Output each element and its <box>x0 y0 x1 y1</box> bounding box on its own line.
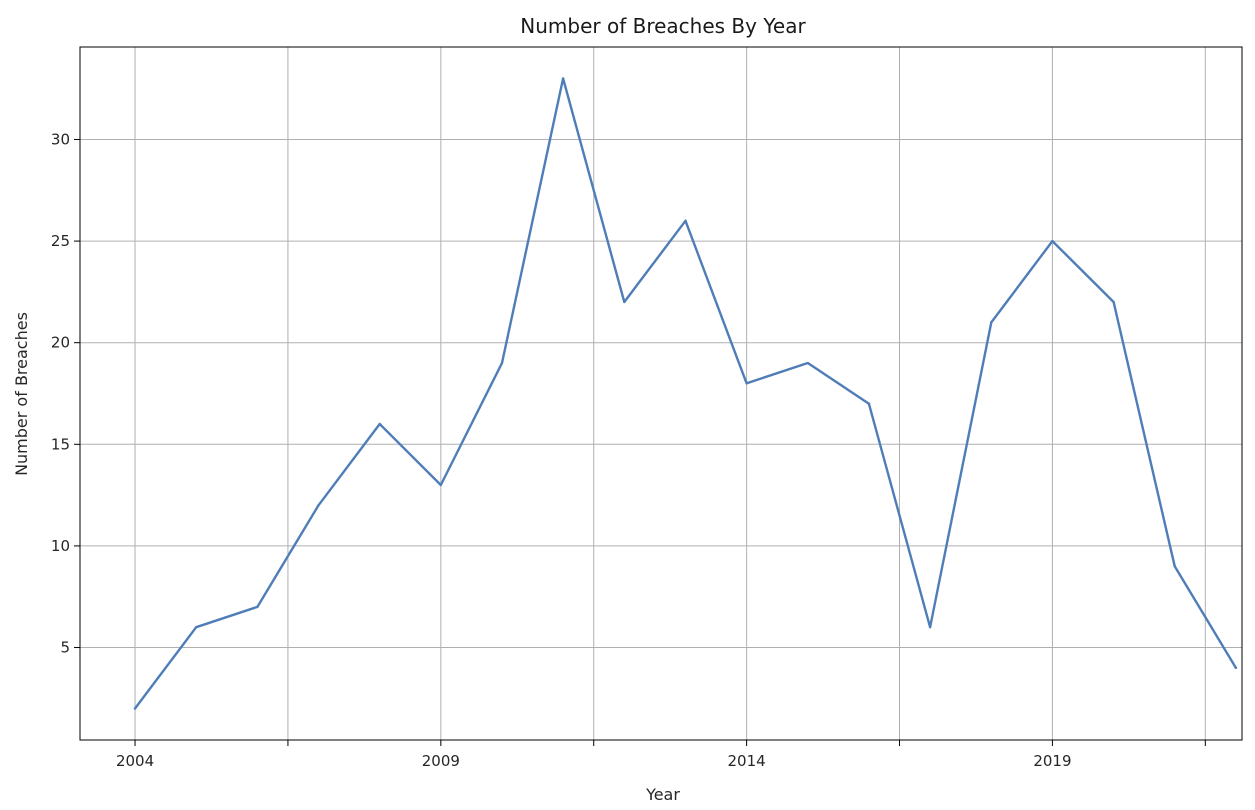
data-point <box>378 422 381 426</box>
y-tick-label: 15 <box>51 435 70 453</box>
data-point <box>500 361 504 365</box>
chart-title: Number of Breaches By Year <box>520 14 806 38</box>
grid-layer <box>80 47 1242 740</box>
data-point <box>1173 565 1176 568</box>
data-point <box>990 321 993 324</box>
data-point <box>317 504 320 507</box>
data-point <box>684 219 687 222</box>
series-layer <box>133 77 1238 710</box>
data-point <box>1051 239 1054 243</box>
x-axis-label: Year <box>645 785 680 804</box>
y-tick-label: 25 <box>51 232 70 250</box>
tick-layer: 2004 2009 2014 2019 5 10 15 20 25 30 <box>51 130 1206 770</box>
data-point <box>439 483 443 487</box>
data-point <box>623 300 626 304</box>
data-point <box>1234 666 1238 670</box>
y-axis-label: Number of Breaches <box>12 312 31 476</box>
series-line <box>133 77 1238 710</box>
y-tick-label: 5 <box>60 639 70 657</box>
y-tick-label: 20 <box>51 334 70 352</box>
x-tick-label: 2009 <box>422 752 460 770</box>
data-point <box>1112 300 1115 304</box>
data-point <box>806 361 809 365</box>
data-point <box>133 707 137 710</box>
data-point <box>867 402 871 405</box>
data-point <box>561 77 565 80</box>
y-tick-label: 10 <box>51 537 70 555</box>
data-point <box>256 605 259 609</box>
x-tick-label: 2014 <box>728 752 766 770</box>
data-point <box>195 626 198 629</box>
plot-area-frame <box>79 46 1243 741</box>
y-tick-label: 30 <box>51 130 70 148</box>
x-tick-label: 2019 <box>1033 752 1071 770</box>
data-point <box>928 626 932 629</box>
data-point <box>745 382 748 385</box>
x-tick-label: 2004 <box>116 752 154 770</box>
